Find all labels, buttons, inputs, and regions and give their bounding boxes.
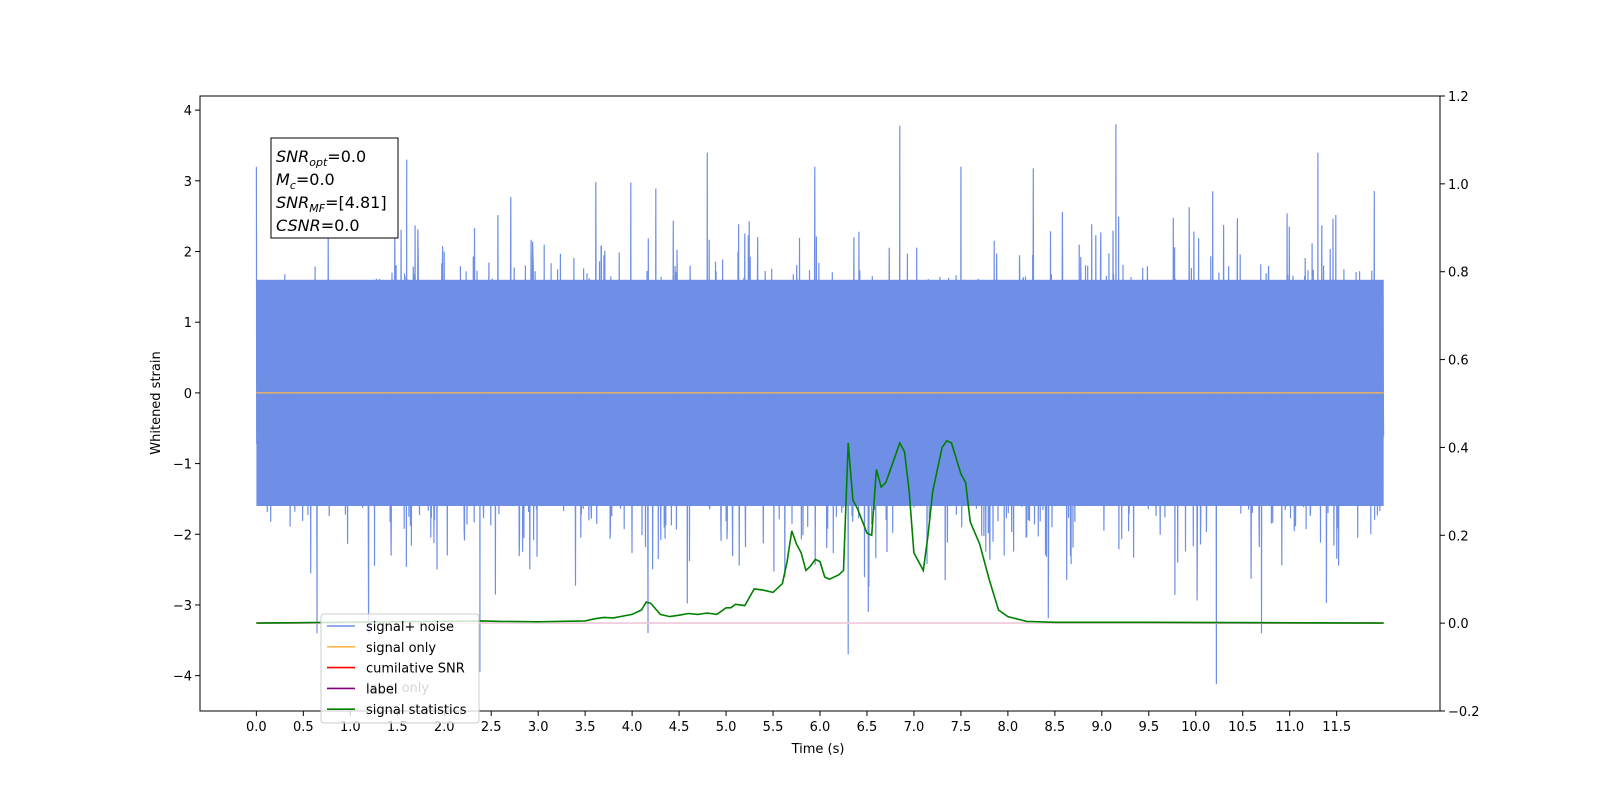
annotation-line: CSNR=0.0 xyxy=(276,216,360,235)
y-left-tick-label: −4 xyxy=(173,670,192,685)
annotation-line: Mc=0.0 xyxy=(276,170,335,192)
y-left-tick-label: 2 xyxy=(184,246,192,261)
x-tick-label: 8.0 xyxy=(998,720,1019,735)
x-axis-ticks: 0.0 0.5 1.0 1.5 2.0 2.5 3.0 3.5 4.0 4.5 5.0 5.5 6.0 6… xyxy=(246,711,1351,735)
x-tick-label: 11.5 xyxy=(1322,720,1351,735)
y-right-tick-label: −0.2 xyxy=(1448,705,1480,720)
x-tick-label: 8.5 xyxy=(1045,720,1066,735)
y-right-tick-label: 1.0 xyxy=(1448,178,1469,193)
x-tick-label: 2.0 xyxy=(434,720,455,735)
y-right-tick-label: 0.8 xyxy=(1448,266,1469,281)
y-axis-label: Whitened strain xyxy=(149,351,164,454)
x-tick-label: 3.0 xyxy=(528,720,549,735)
x-tick-label: 7.0 xyxy=(904,720,925,735)
x-tick-label: 9.0 xyxy=(1091,720,1112,735)
x-tick-label: 7.5 xyxy=(951,720,972,735)
series-signal-statistics xyxy=(256,439,1384,624)
x-tick-label: 4.0 xyxy=(622,720,643,735)
x-tick-label: 5.0 xyxy=(716,720,737,735)
x-tick-label: 9.5 xyxy=(1138,720,1159,735)
legend-ghost-label: label only xyxy=(366,681,429,696)
legend-frame xyxy=(320,613,480,724)
x-tick-label: 2.5 xyxy=(481,720,502,735)
x-tick-label: 11.0 xyxy=(1275,720,1304,735)
legend-label: cumilative SNR xyxy=(366,662,465,677)
y-right-axis-ticks: −0.2 0.0 0.2 0.4 0.6 0.8 1.0 1.2 xyxy=(1440,90,1480,720)
legend-label: signal statistics xyxy=(366,703,467,718)
y-left-tick-label: 1 xyxy=(184,316,192,331)
x-tick-label: 0.5 xyxy=(293,720,314,735)
annotation-line: SNRopt=0.0 xyxy=(276,147,366,169)
x-tick-label: 6.0 xyxy=(810,720,831,735)
y-left-tick-label: 3 xyxy=(184,175,192,190)
y-left-axis-ticks: −4 −3 −2 −1 0 1 2 3 4 xyxy=(173,104,200,685)
y-left-tick-label: 0 xyxy=(184,387,192,402)
x-tick-label: 10.0 xyxy=(1181,720,1210,735)
x-tick-label: 3.5 xyxy=(575,720,596,735)
legend-label: signal only xyxy=(366,641,436,656)
x-tick-label: 1.5 xyxy=(387,720,408,735)
y-left-tick-label: −1 xyxy=(173,458,192,473)
x-axis-label: Time (s) xyxy=(791,742,845,757)
x-tick-label: 1.0 xyxy=(340,720,361,735)
y-right-tick-label: 0.4 xyxy=(1448,441,1469,456)
legend-label: label xyxy=(366,682,397,697)
y-left-tick-label: −2 xyxy=(173,528,192,543)
y-right-tick-label: 1.2 xyxy=(1448,90,1469,105)
y-left-tick-label: 4 xyxy=(184,104,192,119)
y-left-tick-label: −3 xyxy=(173,599,192,614)
series-signal-plus-noise xyxy=(255,124,1385,685)
x-tick-label: 10.5 xyxy=(1228,720,1257,735)
x-tick-label: 0.0 xyxy=(246,720,267,735)
y-right-tick-label: 0.0 xyxy=(1448,617,1469,632)
annotation-line: SNRMF=[4.81] xyxy=(276,193,387,215)
x-tick-label: 5.5 xyxy=(763,720,784,735)
legend-label: signal+ noise xyxy=(366,620,454,635)
y-right-tick-label: 0.2 xyxy=(1448,529,1469,544)
legend: label only signal+ noise signal only cumila… xyxy=(320,613,480,724)
x-tick-label: 4.5 xyxy=(669,720,690,735)
annotation-box-frame xyxy=(270,137,399,239)
x-tick-label: 6.5 xyxy=(857,720,878,735)
y-right-tick-label: 0.6 xyxy=(1448,354,1469,369)
